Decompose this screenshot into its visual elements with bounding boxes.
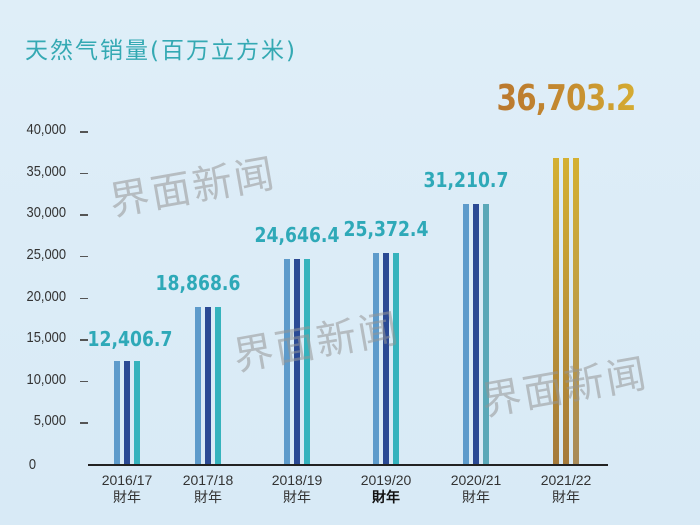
- x-tick-sub: 財年: [283, 489, 311, 505]
- x-tick-label: 2021/22 財年: [526, 472, 606, 506]
- y-tick-mark: [80, 214, 88, 216]
- value-label: 12,406.7: [87, 326, 173, 351]
- value-label: 24,646.4: [254, 222, 340, 247]
- watermark: 界面新闻: [105, 150, 280, 226]
- y-tick-mark: [80, 297, 88, 299]
- bar-segment: [463, 204, 469, 464]
- x-tick-year: 2017/18: [182, 472, 234, 488]
- value-label: 25,372.4: [343, 216, 429, 241]
- x-tick-year: 2018/19: [271, 472, 323, 488]
- x-tick-sub: 財年: [552, 489, 580, 505]
- x-tick-label: 2016/17 財年: [87, 472, 167, 506]
- bar-segment: [304, 258, 310, 464]
- y-tick-label: 35,000: [26, 162, 66, 180]
- bar-segment: [205, 306, 211, 464]
- x-tick-year: 2020/21: [450, 472, 502, 488]
- value-label: 18,868.6: [155, 270, 241, 295]
- bar-segment: [563, 158, 569, 464]
- y-tick-mark: [80, 339, 88, 341]
- y-tick-label: 20,000: [26, 287, 66, 305]
- bar-segment: [134, 360, 140, 464]
- value-label: 31,210.7: [423, 168, 509, 193]
- y-tick-label: 15,000: [26, 329, 66, 347]
- x-tick-sub: 財年: [194, 489, 222, 505]
- y-tick-label: 0: [28, 456, 36, 473]
- x-tick-label: 2020/21 財年: [436, 472, 516, 506]
- y-tick-label: 40,000: [26, 121, 66, 138]
- x-tick-sub: 財年: [462, 489, 490, 505]
- bar-segment: [473, 204, 479, 464]
- bar-segment: [373, 252, 379, 464]
- bar-segment: [195, 306, 201, 464]
- x-tick-label: 2018/19 財年: [257, 472, 337, 506]
- bar-segment: [294, 258, 300, 464]
- bar-segment: [483, 204, 489, 464]
- bar-segment: [114, 360, 120, 464]
- x-tick-year: 2019/20: [360, 472, 412, 488]
- bar-segment: [553, 158, 559, 464]
- bar-segment: [393, 252, 399, 464]
- chart-title: 天然气销量(百万立方米): [25, 38, 297, 64]
- x-tick-year: 2016/17: [101, 472, 153, 488]
- y-tick-label: 5,000: [33, 412, 66, 430]
- y-tick-mark: [80, 172, 88, 175]
- y-tick-mark: [80, 422, 88, 424]
- highlight-value-label: 36,703.2: [484, 78, 648, 119]
- x-tick-sub: 財年: [372, 489, 400, 505]
- y-tick-label: 25,000: [26, 245, 66, 263]
- y-tick-label: 10,000: [26, 370, 66, 388]
- x-axis-line: [88, 464, 608, 466]
- bar-segment: [284, 258, 290, 464]
- x-tick-year: 2021/22: [540, 472, 592, 488]
- bar-segment: [215, 306, 221, 464]
- bar-segment: [573, 158, 579, 464]
- x-tick-sub: 財年: [113, 489, 141, 505]
- x-tick-label: 2017/18 財年: [168, 472, 248, 506]
- x-tick-label: 2019/20 財年: [346, 472, 426, 506]
- bar-segment: [124, 360, 130, 464]
- y-tick-label: 30,000: [26, 204, 66, 222]
- y-tick-mark: [80, 380, 88, 383]
- bar-segment: [383, 252, 389, 464]
- y-tick-mark: [80, 131, 88, 133]
- y-tick-mark: [80, 255, 88, 258]
